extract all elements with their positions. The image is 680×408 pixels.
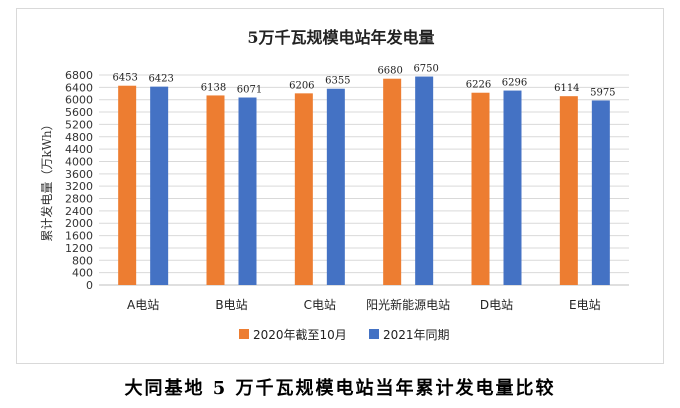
- y-tick-label: 4800: [65, 131, 93, 144]
- y-tick-label: 800: [72, 254, 93, 267]
- data-label: 6423: [148, 74, 173, 85]
- bar: [326, 88, 345, 285]
- legend-label: 2021年同期: [383, 328, 450, 342]
- x-tick-label: D电站: [480, 298, 513, 312]
- data-label: 6114: [554, 83, 579, 94]
- y-tick-label: 2000: [65, 217, 93, 230]
- bar: [238, 97, 257, 285]
- bar: [206, 95, 225, 285]
- y-tick-label: 6000: [65, 94, 93, 107]
- data-label: 6226: [466, 80, 491, 91]
- data-label: 6296: [502, 78, 527, 89]
- y-axis-label: 累计发电量（万kWh）: [39, 118, 54, 241]
- data-label: 6071: [237, 85, 262, 96]
- bar: [118, 85, 137, 285]
- y-tick-label: 5200: [65, 118, 93, 131]
- bar: [383, 78, 402, 286]
- bar: [503, 90, 522, 286]
- y-tick-label: 400: [72, 267, 93, 280]
- y-tick-label: 2400: [65, 205, 93, 218]
- chart-frame: 5万千瓦规模电站年发电量 0 400 800 1200 1600 2000 2400 2800 3…: [16, 8, 664, 364]
- data-label: 6750: [413, 64, 438, 75]
- x-tick-label: 阳光新能源电站: [366, 297, 450, 312]
- y-tick-label: 1200: [65, 242, 93, 255]
- y-tick-label: 4000: [65, 155, 93, 168]
- legend-swatch: [239, 329, 249, 339]
- legend-label: 2020年截至10月: [253, 328, 347, 342]
- y-tick-label: 2800: [65, 193, 93, 206]
- y-tick-label: 1600: [65, 230, 93, 243]
- data-label: 5975: [590, 87, 615, 98]
- x-tick-label: E电站: [569, 298, 601, 312]
- x-tick-label: B电站: [215, 298, 247, 312]
- y-tick-label: 4400: [65, 143, 93, 156]
- bar: [559, 96, 578, 285]
- y-tick-label: 6800: [65, 69, 93, 82]
- data-label: 6206: [289, 80, 314, 91]
- data-label: 6680: [377, 66, 402, 77]
- bar: [471, 92, 490, 285]
- bar: [415, 76, 434, 285]
- bar-chart: 5万千瓦规模电站年发电量0400800120016002000240028003…: [39, 28, 629, 342]
- y-tick-label: 6400: [65, 81, 93, 94]
- bar: [591, 100, 610, 286]
- chart-title: 5万千瓦规模电站年发电量: [247, 28, 434, 47]
- data-label: 6355: [325, 76, 350, 87]
- x-tick-label: A电站: [127, 298, 159, 312]
- y-tick-label: 3200: [65, 180, 93, 193]
- y-tick-label: 0: [86, 279, 93, 292]
- bar: [150, 86, 169, 286]
- x-tick-label: C电站: [304, 298, 336, 312]
- data-label: 6138: [201, 82, 226, 93]
- data-label: 6453: [112, 73, 137, 84]
- legend-swatch: [369, 329, 379, 339]
- y-tick-label: 3600: [65, 168, 93, 181]
- bar: [294, 93, 313, 285]
- y-tick-label: 5600: [65, 106, 93, 119]
- figure-caption: 大同基地 5 万千瓦规模电站当年累计发电量比较: [124, 378, 556, 399]
